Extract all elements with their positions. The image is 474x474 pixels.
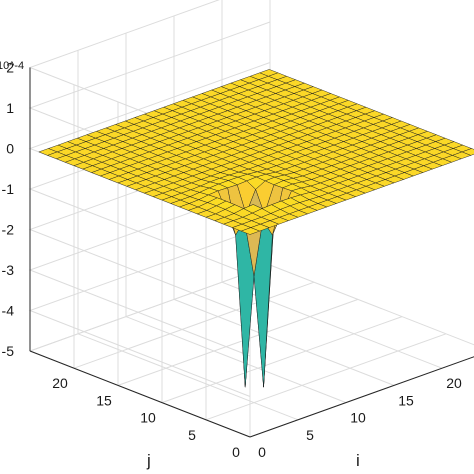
- grid-line: [125, 316, 347, 404]
- z-tick-label: -1: [2, 181, 15, 197]
- z-tick-label: -2: [2, 222, 15, 238]
- tick-labels: 0 5 10 15 20 0 5 10 15 20 -5 -4 -3 -2 -1 0 1 2: [2, 60, 462, 461]
- y-tick-label: 5: [188, 427, 196, 443]
- y-axis-line: [29, 350, 251, 438]
- z-tick-label: 2: [6, 60, 14, 76]
- grid-line: [117, 298, 359, 386]
- grid-line: [221, 281, 443, 369]
- y-axis-label: j: [146, 451, 151, 470]
- grid-line: [173, 298, 395, 386]
- y-tick-label: 0: [232, 444, 240, 460]
- grid-line: [77, 333, 299, 421]
- x-axis-label: i: [356, 451, 360, 470]
- x-tick-label: 0: [258, 444, 266, 460]
- grid-line: [73, 281, 315, 369]
- z-exponent-label: 10^-4: [0, 60, 24, 72]
- z-tick-label: -4: [2, 303, 15, 319]
- y-tick-label: 20: [52, 375, 68, 391]
- grid-line: [29, 264, 271, 352]
- x-tick-label: 15: [398, 392, 414, 408]
- grid-line: [205, 333, 447, 421]
- z-tick-label: 0: [6, 141, 14, 157]
- z-tick-label: -3: [2, 262, 15, 278]
- y-tick-label: 15: [96, 392, 112, 408]
- grid-line: [269, 264, 474, 346]
- z-tick-label: -5: [2, 343, 15, 359]
- y-tick-label: 10: [140, 410, 156, 426]
- x-axis-line: [249, 356, 474, 438]
- surface-mesh: [38, 69, 474, 388]
- x-tick-label: 5: [306, 427, 314, 443]
- grid-line: [161, 316, 403, 404]
- surface-cell: [240, 227, 261, 235]
- x-tick-label: 20: [446, 375, 462, 391]
- x-tick-label: 10: [350, 410, 366, 426]
- z-tick-label: 1: [6, 100, 14, 116]
